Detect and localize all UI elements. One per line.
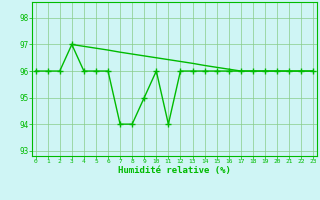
X-axis label: Humidité relative (%): Humidité relative (%) <box>118 166 231 175</box>
